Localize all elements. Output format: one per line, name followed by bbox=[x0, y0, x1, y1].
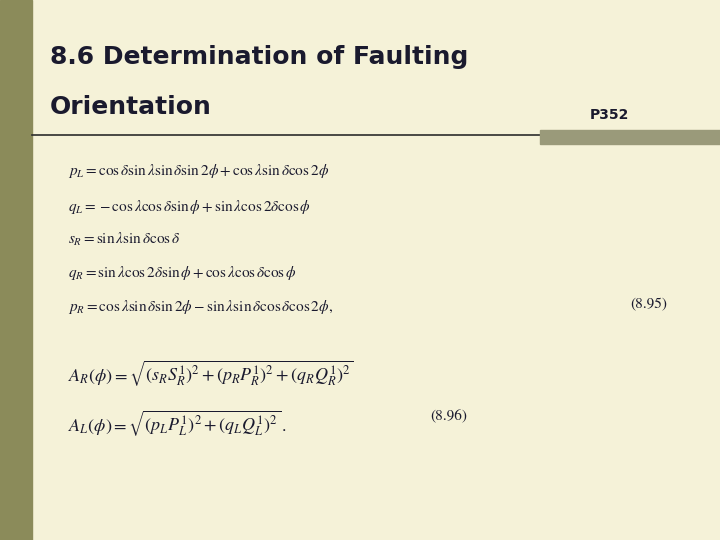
Text: 8.6 Determination of Faulting: 8.6 Determination of Faulting bbox=[50, 45, 469, 69]
Text: $A_R(\phi)= \sqrt{(s_R S_R^{1})^2 + (p_R P_R^{1})^2 + (q_R Q_R^{1})^2}$: $A_R(\phi)= \sqrt{(s_R S_R^{1})^2 + (p_R… bbox=[68, 358, 354, 388]
Bar bbox=[0, 0, 32, 540]
Text: P352: P352 bbox=[590, 108, 629, 122]
Text: (8.95): (8.95) bbox=[630, 298, 667, 312]
Bar bbox=[540, 130, 720, 144]
Text: $p_R = \cos\lambda\sin\delta\sin 2\phi - \sin\lambda\sin\delta\cos\delta\cos 2\p: $p_R = \cos\lambda\sin\delta\sin 2\phi -… bbox=[68, 298, 333, 316]
Text: $q_L = -\cos\lambda\cos\delta\sin\phi + \sin\lambda\cos 2\delta\cos\phi$: $q_L = -\cos\lambda\cos\delta\sin\phi + … bbox=[68, 198, 311, 216]
Text: $s_R = \sin\lambda\sin\delta\cos\delta$: $s_R = \sin\lambda\sin\delta\cos\delta$ bbox=[68, 231, 181, 248]
Text: $A_L(\phi)= \sqrt{(p_L P_L^{1})^2 + (q_L Q_L^{1})^2}\,.$: $A_L(\phi)= \sqrt{(p_L P_L^{1})^2 + (q_L… bbox=[68, 408, 287, 438]
Text: Orientation: Orientation bbox=[50, 95, 212, 119]
Text: $q_R = \sin\lambda\cos 2\delta\sin\phi + \cos\lambda\cos\delta\cos\phi$: $q_R = \sin\lambda\cos 2\delta\sin\phi +… bbox=[68, 264, 297, 282]
Text: $p_L = \cos\delta\sin\lambda\sin\delta\sin 2\phi + \cos\lambda\sin\delta\cos 2\p: $p_L = \cos\delta\sin\lambda\sin\delta\s… bbox=[68, 162, 329, 180]
Text: (8.96): (8.96) bbox=[430, 410, 467, 423]
